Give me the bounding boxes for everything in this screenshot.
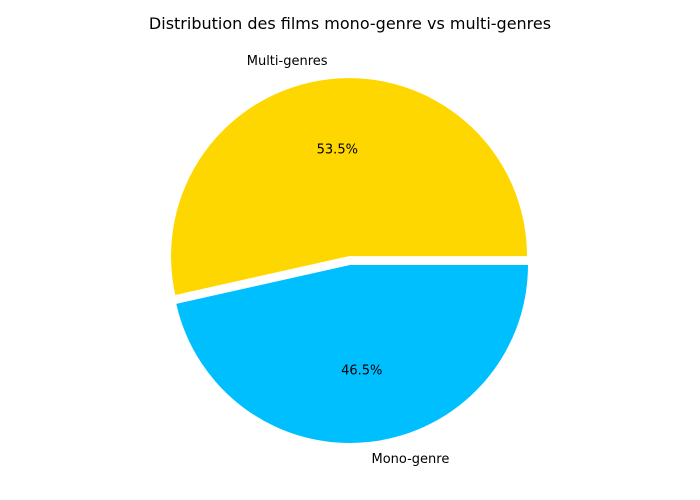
pie-labels: Multi-genres 53.5% Mono-genre 46.5% — [247, 54, 450, 467]
pie-slice-multi-genres — [171, 78, 528, 295]
pie-slice-mono-genre — [176, 265, 529, 443]
slice-label: Multi-genres — [247, 54, 328, 69]
pie-slices — [171, 78, 529, 443]
slice-percentage-label: 46.5% — [341, 364, 382, 379]
chart-title: Distribution des films mono-genre vs mul… — [149, 14, 551, 33]
slice-percentage-label: 53.5% — [317, 142, 358, 157]
slice-label: Mono-genre — [371, 452, 449, 467]
